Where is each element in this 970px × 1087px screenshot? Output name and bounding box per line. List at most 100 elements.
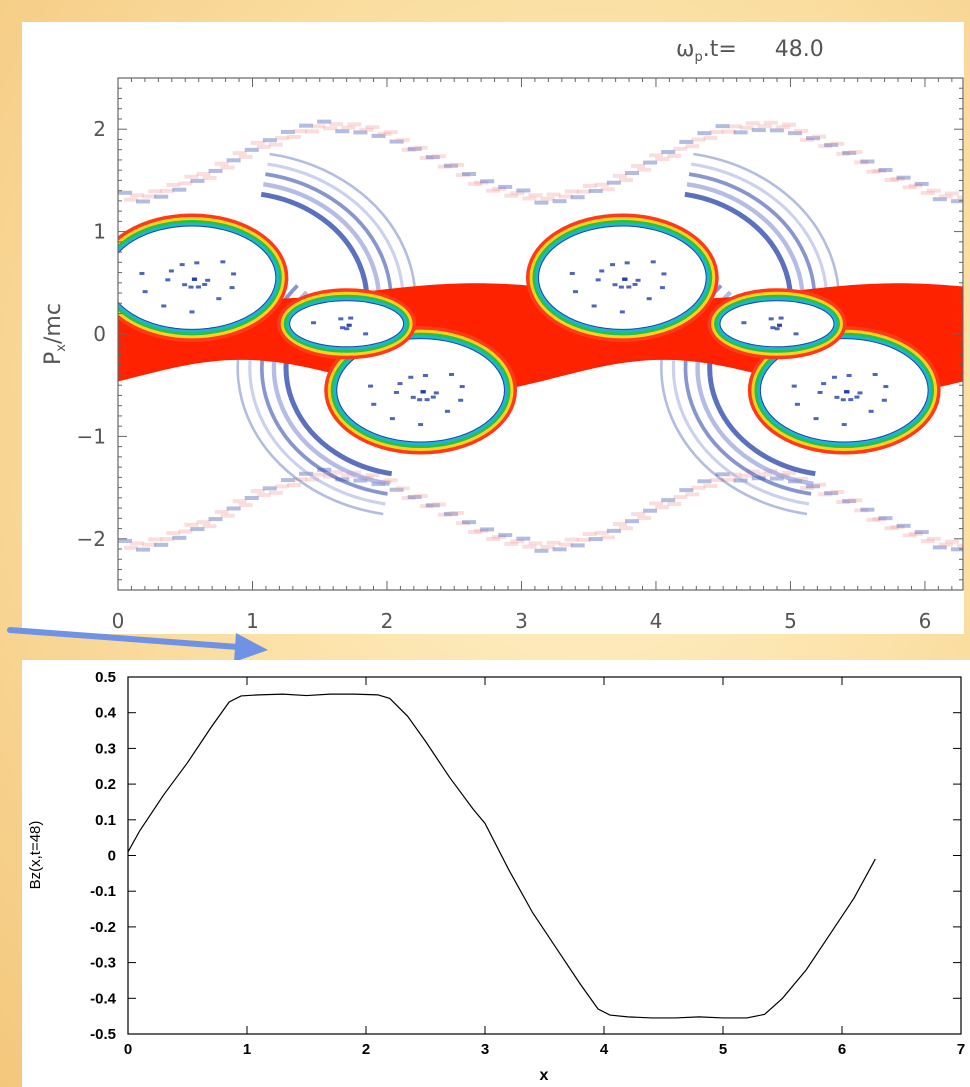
phase-island-speckle — [339, 326, 345, 330]
phase-island-speckle — [612, 283, 618, 287]
phase-speckle — [848, 150, 863, 155]
phase-speckle — [474, 528, 489, 533]
phase-speckle — [462, 172, 477, 177]
phase-speckle — [932, 545, 947, 550]
phase-speckle — [733, 478, 748, 483]
phase-space-plot: 0 1 2 3 4 5 6 2 1 0 −1 −2 Px/mc ωp.t= 48.0 — [22, 22, 964, 634]
phase-speckle — [365, 125, 380, 130]
phase-speckle — [250, 488, 265, 493]
phase-speckle — [546, 192, 561, 197]
phase-speckle — [540, 544, 555, 549]
phase-speckle — [431, 154, 446, 159]
phase-speckle — [824, 142, 839, 147]
phase-island-speckle — [573, 290, 579, 294]
phase-island-speckle — [868, 409, 874, 413]
phase-speckle — [733, 130, 748, 135]
phase-speckle — [317, 119, 332, 124]
phase-speckle — [757, 124, 772, 129]
phase-island-speckle — [821, 382, 827, 386]
phase-space-ylabel: Px/mc — [41, 303, 69, 365]
phase-speckle — [196, 520, 211, 525]
phase-speckle — [697, 479, 712, 484]
phase-island-speckle — [410, 395, 416, 399]
phase-speckle — [806, 484, 821, 489]
bz-x-ticklabels: 0 1 2 3 4 5 6 7 — [124, 1041, 965, 1058]
bz-xtick-label: 4 — [600, 1041, 609, 1058]
phase-speckle — [588, 537, 603, 542]
bz-ytick-label: 0.2 — [95, 776, 116, 793]
phase-speckle — [299, 471, 314, 476]
phase-xtick-label: 1 — [246, 609, 259, 633]
phase-speckle — [443, 163, 458, 168]
phase-island-speckle — [610, 263, 616, 267]
phase-island-speckle — [622, 277, 628, 281]
phase-speckle — [256, 144, 271, 149]
phase-speckle — [341, 125, 356, 130]
phase-speckle — [268, 142, 283, 147]
phase-speckle — [691, 485, 706, 490]
phase-speckle — [395, 486, 410, 491]
phase-island-speckle — [591, 304, 597, 308]
phase-speckle — [437, 164, 452, 169]
phase-speckle — [238, 503, 253, 508]
phase-island-speckle — [408, 375, 414, 379]
phase-island-speckle — [777, 323, 783, 327]
phase-island-speckle — [344, 327, 350, 331]
phase-island-speckle — [793, 332, 799, 336]
phase-speckle — [860, 159, 875, 164]
phase-speckle — [130, 541, 145, 546]
phase-speckle — [299, 123, 314, 128]
phase-speckle — [848, 498, 863, 503]
phase-speckle — [896, 175, 911, 180]
phase-speckle — [691, 137, 706, 142]
phase-speckle — [697, 131, 712, 136]
phase-speckle — [238, 154, 253, 159]
phase-speckle — [745, 121, 760, 126]
phase-speckle — [818, 492, 833, 497]
phase-speckle — [763, 120, 778, 125]
phase-speckle — [576, 189, 591, 194]
phase-speckle — [154, 542, 169, 547]
phase-speckle — [769, 128, 784, 133]
phase-speckle — [492, 535, 507, 540]
phase-speckle — [739, 473, 754, 478]
phase-speckle — [884, 177, 899, 182]
phase-speckle — [468, 530, 483, 535]
phase-speckle — [757, 472, 772, 477]
phase-speckle — [812, 134, 827, 139]
phase-speckle — [323, 126, 338, 131]
phase-speckle — [800, 137, 815, 142]
phase-speckle — [902, 185, 917, 190]
phase-speckle — [142, 542, 157, 547]
phase-speckle — [914, 181, 929, 186]
phase-speckle — [353, 478, 368, 483]
phase-speckle — [425, 155, 440, 160]
phase-island-speckle — [624, 261, 630, 265]
phase-speckle — [232, 151, 247, 156]
phase-island-speckle — [768, 317, 774, 321]
arrow-annotation — [7, 627, 268, 662]
phase-speckle — [486, 188, 501, 193]
phase-speckle — [280, 478, 295, 483]
phase-speckle — [890, 525, 905, 530]
phase-speckle — [775, 125, 790, 130]
phase-speckle — [287, 483, 301, 488]
phase-island-speckle — [650, 260, 656, 264]
phase-speckle — [305, 477, 320, 482]
bz-ytick-label: 0 — [108, 848, 116, 865]
phase-speckle — [872, 168, 887, 173]
phase-speckle — [679, 488, 694, 493]
phase-speckle — [612, 173, 627, 178]
phase-speckle — [178, 181, 193, 186]
phase-island-speckle — [433, 391, 439, 395]
phase-speckle — [667, 153, 682, 158]
phase-speckle — [703, 135, 718, 140]
phase-speckle — [528, 193, 543, 198]
phase-speckle — [287, 134, 301, 139]
phase-island-speckle — [791, 384, 797, 388]
phase-speckle — [124, 545, 139, 550]
phase-speckle — [709, 478, 724, 483]
phase-speckle — [950, 547, 963, 552]
bz-ytick-label: -0.1 — [90, 883, 116, 900]
phase-speckle — [854, 508, 869, 513]
